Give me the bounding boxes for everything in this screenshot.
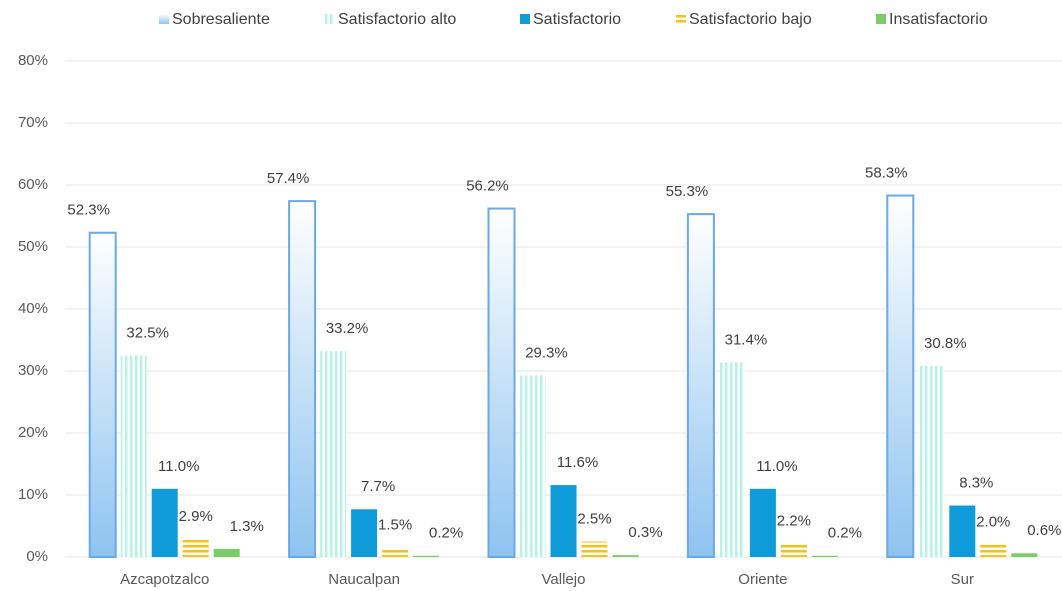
data-label: 0.6% <box>1027 522 1061 539</box>
bar <box>811 555 838 557</box>
legend-marker <box>325 14 335 24</box>
y-tick-label: 10% <box>18 486 48 503</box>
bar <box>151 488 178 557</box>
bar <box>1011 553 1038 557</box>
bar <box>686 213 715 558</box>
data-label: 52.3% <box>67 202 110 219</box>
bar <box>886 194 915 558</box>
bar <box>949 505 976 557</box>
legend-marker <box>876 14 886 24</box>
y-tick-label: 0% <box>26 548 48 565</box>
x-tick-label: Naucalpan <box>328 571 400 588</box>
data-label: 57.4% <box>267 170 310 187</box>
legend-label: Sobresaliente <box>172 11 270 28</box>
y-tick-label: 60% <box>18 176 48 193</box>
data-label: 11.0% <box>756 458 797 475</box>
data-label: 8.3% <box>959 475 993 492</box>
legend-label: Insatisfactorio <box>889 11 988 28</box>
data-label: 33.2% <box>326 320 369 337</box>
bar <box>213 548 240 557</box>
data-label: 1.3% <box>230 518 264 535</box>
bar <box>612 555 639 557</box>
bar <box>581 541 608 557</box>
bar <box>980 544 1007 557</box>
bar <box>550 485 577 557</box>
data-label: 55.3% <box>666 183 709 200</box>
data-label: 1.5% <box>378 517 412 534</box>
data-label: 7.7% <box>361 478 395 495</box>
x-tick-label: Vallejo <box>542 571 586 588</box>
data-label: 2.5% <box>577 510 611 527</box>
data-label: 58.3% <box>865 165 908 182</box>
data-label: 0.2% <box>429 525 463 542</box>
data-label: 2.9% <box>179 508 213 525</box>
bar <box>718 362 745 557</box>
bar <box>88 231 117 559</box>
data-label: 2.2% <box>777 512 811 529</box>
bar <box>749 488 776 557</box>
data-label: 11.6% <box>557 454 598 471</box>
data-label: 31.4% <box>725 331 768 348</box>
data-label: 29.3% <box>525 344 568 361</box>
y-tick-label: 40% <box>18 300 48 317</box>
bar <box>320 351 347 557</box>
y-tick-label: 70% <box>18 114 48 131</box>
x-tick-label: Oriente <box>738 571 787 588</box>
bar <box>182 539 209 557</box>
data-label: 56.2% <box>466 178 509 195</box>
bar <box>288 200 317 558</box>
y-tick-label: 80% <box>18 52 48 69</box>
bar <box>120 355 147 557</box>
bar <box>413 555 440 557</box>
legend-label: Satisfactorio <box>533 11 621 28</box>
data-label: 2.0% <box>976 514 1010 531</box>
x-tick-label: Sur <box>951 571 974 588</box>
legend-label: Satisfactorio alto <box>338 11 456 28</box>
bar <box>487 207 516 558</box>
legend-marker <box>676 14 686 24</box>
bar <box>519 375 546 557</box>
data-label: 30.8% <box>924 335 967 352</box>
data-label: 0.2% <box>828 525 862 542</box>
legend-marker <box>159 14 169 24</box>
data-label: 11.0% <box>158 458 199 475</box>
bar <box>918 366 945 557</box>
data-label: 0.3% <box>628 524 662 541</box>
bar <box>382 547 409 557</box>
bar <box>780 543 807 557</box>
y-tick-label: 20% <box>18 424 48 441</box>
y-tick-label: 30% <box>18 362 48 379</box>
x-tick-label: Azcapotzalco <box>120 571 209 588</box>
y-tick-label: 50% <box>18 238 48 255</box>
legend-marker <box>520 14 530 24</box>
data-label: 32.5% <box>126 324 169 341</box>
legend-label: Satisfactorio bajo <box>689 11 812 28</box>
bar <box>351 509 378 557</box>
